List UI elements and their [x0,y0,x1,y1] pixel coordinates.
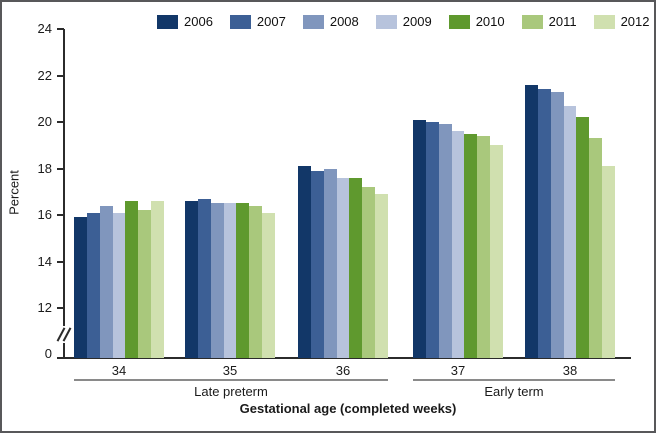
y-tick-label-18: 18 [37,160,52,176]
group-span-label: Early term [484,384,544,399]
legend-item-2009: 2009 [375,14,432,29]
y-axis-title: Percent [6,170,22,215]
legend-item-2008: 2008 [302,14,359,29]
legend-swatch-icon [157,15,178,29]
y-tick-18 [57,167,64,170]
bar-36-2012 [375,194,388,358]
y-tick-20 [57,121,64,123]
bar-38-2012 [602,166,615,358]
x-category-label-37: 37 [450,363,466,378]
legend-swatch-icon [229,15,251,29]
chart-legend: 2006 2007 2008 2009 2010 2011 2012 [157,14,654,29]
bar-38-2009 [563,105,577,358]
bar-35-2011 [249,205,263,358]
bar-36-2007 [310,170,324,358]
group-span-line [74,379,388,381]
bar-34-2007 [86,212,100,358]
legend-label: 2007 [256,14,286,29]
bar-35-2008 [210,203,224,358]
y-tick-24 [57,28,64,30]
bar-38-2011 [589,138,603,358]
y-axis-break-icon [55,326,73,343]
legend-label: 2012 [620,14,650,29]
bar-38-2008 [550,91,564,358]
bar-35-2009 [223,203,237,358]
bar-35-2010 [236,203,250,358]
y-tick-22 [57,74,64,77]
x-category-label-36: 36 [335,363,351,378]
bar-36-2006 [298,166,311,358]
bar-36-2008 [323,168,337,358]
legend-item-2012: 2012 [593,14,650,29]
group-span-label: Late preterm [194,384,268,399]
y-tick-label-24: 24 [37,21,52,36]
y-tick-label-20: 20 [37,114,52,129]
bar-34-2011 [138,210,152,358]
x-category-label-38: 38 [562,363,578,378]
bar-36-2009 [336,177,350,358]
legend-label: 2011 [548,14,577,29]
bar-37-2006 [413,119,426,358]
y-tick-0 [57,357,64,359]
y-tick-16 [57,214,64,216]
bar-34-2010 [125,201,139,358]
y-tick-label-22: 22 [37,67,52,83]
x-axis-title: Gestational age (completed weeks) [239,401,457,416]
bar-34-2006 [74,217,87,358]
x-category-label-34: 34 [111,363,127,378]
bar-34-2008 [99,205,113,358]
bar-37-2011 [477,135,491,358]
bar-34-2012 [151,201,164,358]
legend-label: 2009 [402,14,432,29]
legend-label: 2008 [329,14,359,29]
y-tick-label-0: 0 [44,346,52,361]
x-category-label-35: 35 [222,363,238,378]
legend-item-2007: 2007 [229,14,286,29]
y-tick-14 [57,260,64,263]
legend-swatch-icon [593,15,615,29]
bar-37-2009 [451,131,465,358]
group-span-line [413,379,615,381]
legend-item-2010: 2010 [448,14,505,29]
y-tick-12 [57,307,64,309]
legend-label: 2010 [475,14,505,29]
bar-38-2006 [525,84,538,358]
y-tick-label-16: 16 [37,207,52,222]
legend-item-2006: 2006 [157,15,213,29]
legend-swatch-icon [302,15,324,29]
bar-36-2011 [362,187,376,358]
bar-37-2007 [425,122,439,358]
x-axis-line [63,357,631,359]
legend-label: 2006 [184,14,213,29]
y-tick-label-14: 14 [37,253,52,269]
bar-35-2007 [197,198,211,358]
legend-swatch-icon [448,15,470,29]
bar-34-2009 [112,212,126,358]
bar-37-2010 [464,133,478,358]
bar-37-2008 [438,124,452,358]
bar-38-2010 [576,117,590,358]
y-axis-line [63,29,65,359]
bar-37-2012 [490,145,503,358]
bar-36-2010 [349,177,363,358]
legend-item-2011: 2011 [521,14,577,29]
bar-35-2006 [185,201,198,358]
bar-38-2007 [537,89,551,358]
bar-35-2012 [262,212,275,358]
legend-swatch-icon [375,15,397,29]
y-tick-label-12: 12 [37,300,52,315]
legend-swatch-icon [521,15,543,29]
